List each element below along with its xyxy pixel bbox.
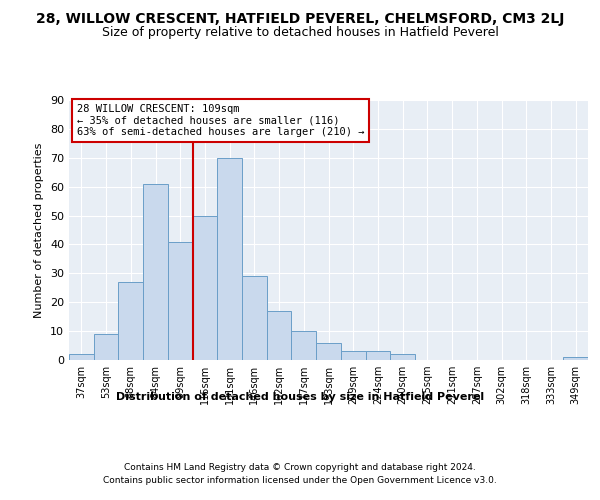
- Bar: [267, 311, 292, 360]
- Bar: [193, 216, 217, 360]
- Text: Contains public sector information licensed under the Open Government Licence v3: Contains public sector information licen…: [103, 476, 497, 485]
- Bar: [168, 242, 193, 360]
- Text: 28 WILLOW CRESCENT: 109sqm
← 35% of detached houses are smaller (116)
63% of sem: 28 WILLOW CRESCENT: 109sqm ← 35% of deta…: [77, 104, 364, 137]
- Bar: [563, 357, 588, 360]
- Y-axis label: Number of detached properties: Number of detached properties: [34, 142, 44, 318]
- Text: Size of property relative to detached houses in Hatfield Peverel: Size of property relative to detached ho…: [101, 26, 499, 39]
- Bar: [292, 331, 316, 360]
- Bar: [118, 282, 143, 360]
- Bar: [69, 354, 94, 360]
- Bar: [390, 354, 415, 360]
- Bar: [217, 158, 242, 360]
- Bar: [365, 352, 390, 360]
- Bar: [316, 342, 341, 360]
- Bar: [94, 334, 118, 360]
- Text: 28, WILLOW CRESCENT, HATFIELD PEVEREL, CHELMSFORD, CM3 2LJ: 28, WILLOW CRESCENT, HATFIELD PEVEREL, C…: [36, 12, 564, 26]
- Text: Distribution of detached houses by size in Hatfield Peverel: Distribution of detached houses by size …: [116, 392, 484, 402]
- Bar: [341, 352, 365, 360]
- Bar: [143, 184, 168, 360]
- Bar: [242, 276, 267, 360]
- Text: Contains HM Land Registry data © Crown copyright and database right 2024.: Contains HM Land Registry data © Crown c…: [124, 462, 476, 471]
